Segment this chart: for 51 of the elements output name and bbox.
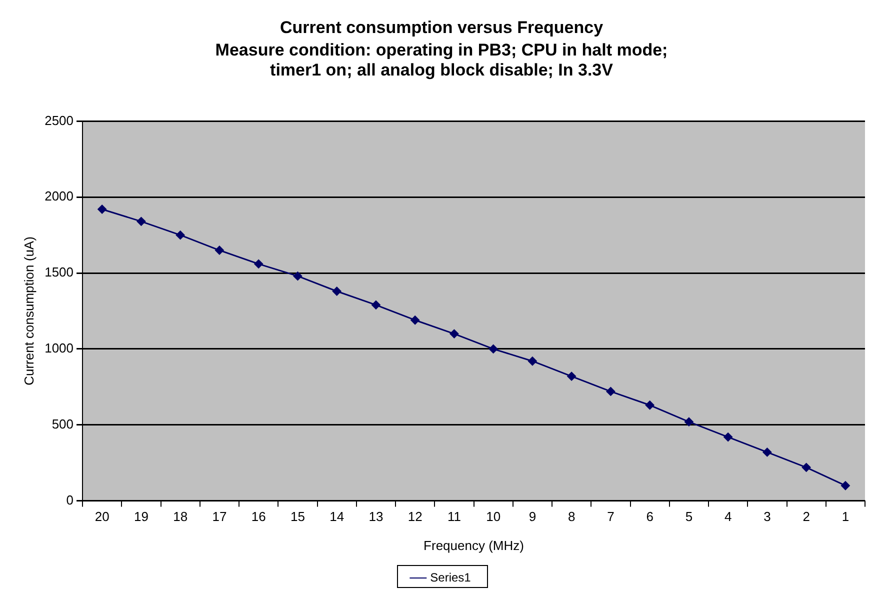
- x-tick-label: 8: [568, 509, 576, 524]
- x-tick-label: 17: [212, 509, 227, 524]
- y-tick-label: 2500: [44, 112, 74, 128]
- x-tick-label: 2: [802, 509, 810, 524]
- y-tick-label: 500: [52, 416, 74, 432]
- point: [528, 356, 537, 366]
- point: [762, 448, 772, 457]
- point: [567, 372, 576, 381]
- point: [802, 462, 811, 472]
- y-tick-label: 2000: [44, 188, 74, 204]
- point: [293, 272, 302, 281]
- x-tick-label: 9: [528, 509, 536, 524]
- x-tick-label: 3: [764, 509, 771, 524]
- chart-title: Current consumption versus Frequency: [280, 18, 604, 37]
- x-tick-label: 5: [685, 509, 693, 524]
- point: [645, 400, 654, 410]
- x-tick-label: 15: [290, 509, 305, 524]
- x-tick-label: 12: [408, 509, 422, 524]
- x-tick-label: 6: [646, 509, 654, 524]
- y-tick-label: 1000: [44, 340, 74, 356]
- point: [332, 286, 342, 296]
- point: [176, 230, 185, 240]
- x-tick-label: 13: [368, 509, 384, 524]
- point: [840, 481, 850, 490]
- point: [410, 316, 420, 325]
- x-tick-label: 11: [447, 509, 461, 524]
- x-tick-label: 1: [842, 509, 850, 524]
- legend-label: Series1: [430, 570, 472, 584]
- point: [684, 417, 694, 426]
- x-tick-label: 16: [251, 509, 266, 524]
- x-tick-label: 19: [134, 509, 148, 524]
- point: [371, 300, 380, 310]
- point: [488, 344, 498, 354]
- x-tick-label: 18: [173, 509, 188, 524]
- point: [450, 329, 459, 338]
- chart-subtitle: Measure condition: operating in PB3; CPU in halt mode; timer1 on; all analog block disable; In 3.3V: [215, 40, 668, 80]
- x-tick-label: 14: [330, 509, 344, 524]
- y-axis-title: Current consumption (uA): [21, 236, 36, 386]
- x-axis-title: Frequency (MHz): [424, 538, 524, 553]
- point: [724, 432, 733, 442]
- point: [136, 216, 146, 226]
- point: [606, 386, 616, 396]
- x-tick-label: 4: [724, 509, 732, 524]
- point: [98, 204, 107, 214]
- y-tick-label: 0: [66, 492, 74, 508]
- y-tick-label: 1500: [44, 264, 74, 280]
- x-tick-label: 20: [94, 509, 110, 524]
- x-tick-label: 10: [486, 509, 501, 524]
- point: [214, 246, 224, 255]
- point: [254, 259, 264, 268]
- x-tick-label: 7: [607, 509, 614, 524]
